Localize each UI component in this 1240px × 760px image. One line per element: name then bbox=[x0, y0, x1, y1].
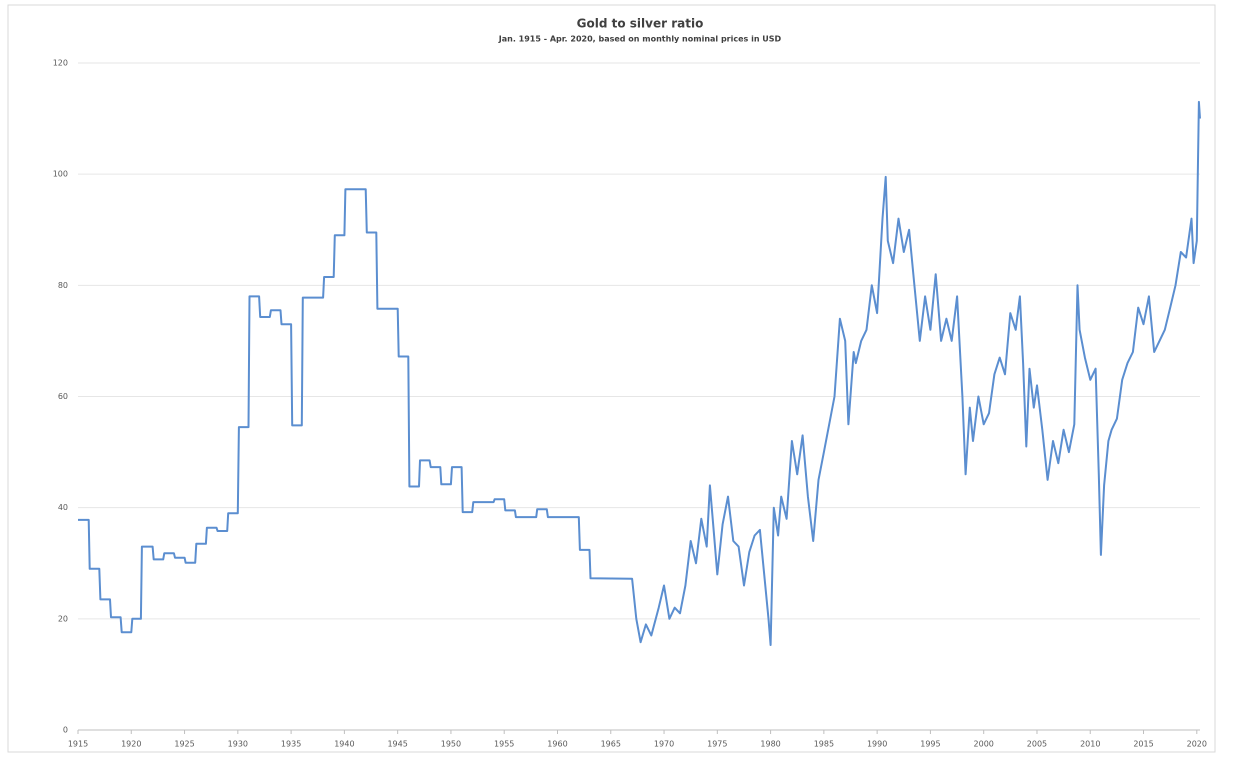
x-tick-label: 1975 bbox=[707, 740, 727, 749]
x-tick-label: 1915 bbox=[68, 740, 88, 749]
x-tick-label: 2020 bbox=[1187, 740, 1207, 749]
chart-title: Gold to silver ratio bbox=[577, 17, 704, 31]
x-tick-label: 1990 bbox=[867, 740, 887, 749]
x-tick-label: 1970 bbox=[654, 740, 674, 749]
x-tick-label: 1935 bbox=[281, 740, 301, 749]
y-tick-label: 20 bbox=[58, 614, 68, 623]
x-tick-label: 1980 bbox=[760, 740, 780, 749]
x-tick-label: 1965 bbox=[601, 740, 621, 749]
chart-subtitle: Jan. 1915 - Apr. 2020, based on monthly … bbox=[498, 35, 782, 44]
x-tick-label: 1955 bbox=[494, 740, 514, 749]
x-tick-label: 2010 bbox=[1080, 740, 1100, 749]
x-tick-label: 1940 bbox=[334, 740, 354, 749]
x-tick-label: 1950 bbox=[441, 740, 461, 749]
y-tick-label: 0 bbox=[63, 726, 68, 735]
x-tick-label: 1930 bbox=[228, 740, 248, 749]
y-tick-label: 120 bbox=[53, 59, 68, 68]
x-tick-label: 2015 bbox=[1133, 740, 1153, 749]
x-tick-label: 2000 bbox=[974, 740, 994, 749]
y-tick-label: 40 bbox=[58, 503, 68, 512]
y-tick-label: 60 bbox=[58, 392, 68, 401]
y-tick-label: 80 bbox=[58, 281, 68, 290]
series-line bbox=[78, 100, 1201, 646]
x-tick-label: 1995 bbox=[920, 740, 940, 749]
chart-frame bbox=[7, 4, 1216, 753]
x-tick-label: 1985 bbox=[814, 740, 834, 749]
x-tick-label: 1920 bbox=[121, 740, 141, 749]
x-tick-label: 1925 bbox=[174, 740, 194, 749]
y-tick-label: 100 bbox=[53, 170, 68, 179]
x-tick-label: 2005 bbox=[1027, 740, 1047, 749]
x-tick-label: 1960 bbox=[547, 740, 567, 749]
x-tick-label: 1945 bbox=[387, 740, 407, 749]
